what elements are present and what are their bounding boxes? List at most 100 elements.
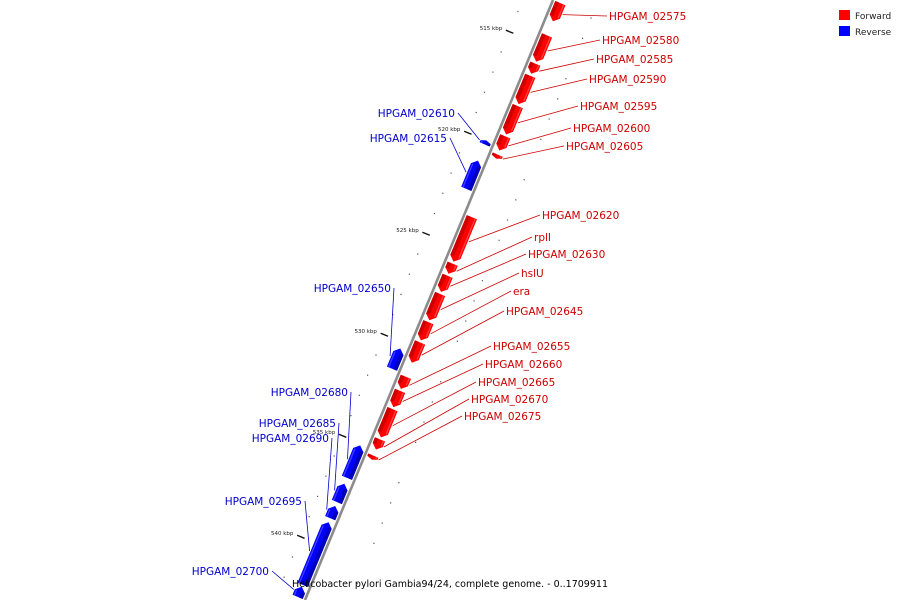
gene-label-hpgam-02695[interactable]: HPGAM_02695 [225,496,302,508]
scale-dots [283,10,592,605]
scale-tick [296,534,305,539]
gene-leader-line [304,500,310,552]
gene-label-hpgam-02650[interactable]: HPGAM_02650 [314,283,391,295]
gene-hpgam-02700[interactable] [292,586,306,599]
gene-arrow [502,104,523,135]
gene-label-hpgam-02615[interactable]: HPGAM_02615 [370,133,447,145]
scale-dot [450,172,452,174]
gene-label-leaders [271,14,608,590]
gene-shade [377,407,392,433]
gene-arrow [461,160,482,191]
gene-arrow [341,445,364,480]
gene-label-hpgam-02585[interactable]: HPGAM_02585 [596,54,673,66]
gene-label-hpgam-02670[interactable]: HPGAM_02670 [471,394,548,406]
gene-hpgam-02585[interactable] [528,61,541,74]
gene-highlight [298,525,324,584]
gene-highlight [557,4,565,19]
gene-hpgam-02595[interactable] [502,104,523,135]
gene-label-hpgam-02655[interactable]: HPGAM_02655 [493,341,570,353]
gene-label-hpgam-02665[interactable]: HPGAM_02665 [478,377,555,389]
gene-leader-line [430,290,512,335]
gene-hpgam-02630[interactable] [437,273,453,292]
gene-shade [515,73,529,99]
gene-label-era[interactable]: era [513,286,530,298]
scale-dot [373,542,375,544]
gene-label-hpgam-02690[interactable]: HPGAM_02690 [252,433,329,445]
legend-swatch-reverse [839,26,850,36]
scale-dot [582,37,584,39]
gene-hpgam-02665[interactable] [377,407,398,438]
scale-tick-label: 530 kbp [354,329,377,335]
gene-leader-line [347,391,352,460]
gene-label-hpgam-02590[interactable]: HPGAM_02590 [589,74,666,86]
gene-highlight [434,295,445,318]
backbone-line [303,0,555,601]
gene-label-hpgam-02580[interactable]: HPGAM_02580 [602,35,679,47]
gene-shade [390,388,399,402]
gene-hpgam-02680[interactable] [341,445,364,480]
gene-hpgam-02600[interactable] [496,134,511,151]
scale-dot [483,91,486,93]
gene-highlight [453,264,457,271]
gene-highlight [510,107,522,132]
gene-shade [393,353,404,371]
gene-hpgam-02660[interactable] [390,388,406,408]
gene-shade [338,489,348,505]
gene-hpgam-02670[interactable] [372,437,386,450]
gene-rpli[interactable] [445,261,458,274]
scale-dot [367,374,369,376]
gene-hpgam-02615[interactable] [461,160,482,191]
scale-tick-label: 540 kbp [271,531,294,537]
gene-label-hpgam-02685[interactable]: HPGAM_02685 [259,418,336,430]
gene-label-hpgam-02630[interactable]: HPGAM_02630 [528,249,605,261]
gene-label-hpgam-02600[interactable]: HPGAM_02600 [573,123,650,135]
gene-leader-line [502,145,565,160]
scale-dot [590,17,592,19]
gene-label-hpgam-02645[interactable]: HPGAM_02645 [506,306,583,318]
scale-tick-label: 525 kbp [396,228,419,234]
scale-dot [500,51,502,53]
gene-era[interactable] [417,320,434,341]
scale-dot [415,441,417,443]
gene-hpgam-02645[interactable] [408,340,426,363]
gene-hpgam-02695[interactable] [297,522,332,587]
gene-label-hpgam-02605[interactable]: HPGAM_02605 [566,141,643,153]
scale-dot [565,78,567,80]
legend-item-reverse: Reverse [839,26,892,38]
gene-hpgam-02685[interactable] [331,483,348,505]
gene-hpgam-02655[interactable] [397,374,411,389]
gene-hpgam-02575[interactable] [549,1,566,22]
gene-hpgam-02605[interactable] [491,152,503,159]
gene-hpgam-02580[interactable] [533,33,553,62]
gene-hpgam-02610[interactable] [479,140,491,147]
gene-hpgam-02590[interactable] [515,73,536,105]
gene-leader-line [562,14,608,17]
gene-highlight [326,509,331,517]
gene-arrow [426,291,446,321]
scale-tick [422,231,431,236]
gene-highlight [375,456,378,460]
gene-shade [549,1,559,16]
gene-label-hpgam-02675[interactable]: HPGAM_02675 [464,411,541,423]
gene-hpgam-02690[interactable] [325,506,339,521]
gene-label-hpgam-02620[interactable]: HPGAM_02620 [542,210,619,222]
gene-label-hpgam-02660[interactable]: HPGAM_02660 [485,359,562,371]
gene-label-hpgam-02575[interactable]: HPGAM_02575 [609,11,686,23]
scale-dot [458,152,461,154]
gene-leader-line [547,39,601,52]
gene-labels: HPGAM_02575 HPGAM_02580 HPGAM_02585 HPGAM_0… [192,11,687,578]
gene-hslu[interactable] [426,291,446,321]
gene-label-hpgam-02680[interactable]: HPGAM_02680 [271,387,348,399]
scale-dot [325,475,327,477]
gene-label-hpgam-02610[interactable]: HPGAM_02610 [378,108,455,120]
gene-label-hpgam-02595[interactable]: HPGAM_02595 [580,101,657,113]
gene-label-hslu[interactable]: hslU [521,268,544,280]
gene-label-hpgam-02700[interactable]: HPGAM_02700 [192,566,269,578]
gene-hpgam-02620[interactable] [450,215,477,262]
gene-hpgam-02650[interactable] [386,348,404,371]
gene-highlight [523,76,535,102]
gene-hpgam-02675[interactable] [367,453,379,460]
gene-label-rpli[interactable]: rplI [534,232,551,244]
scale-dot [440,381,442,383]
